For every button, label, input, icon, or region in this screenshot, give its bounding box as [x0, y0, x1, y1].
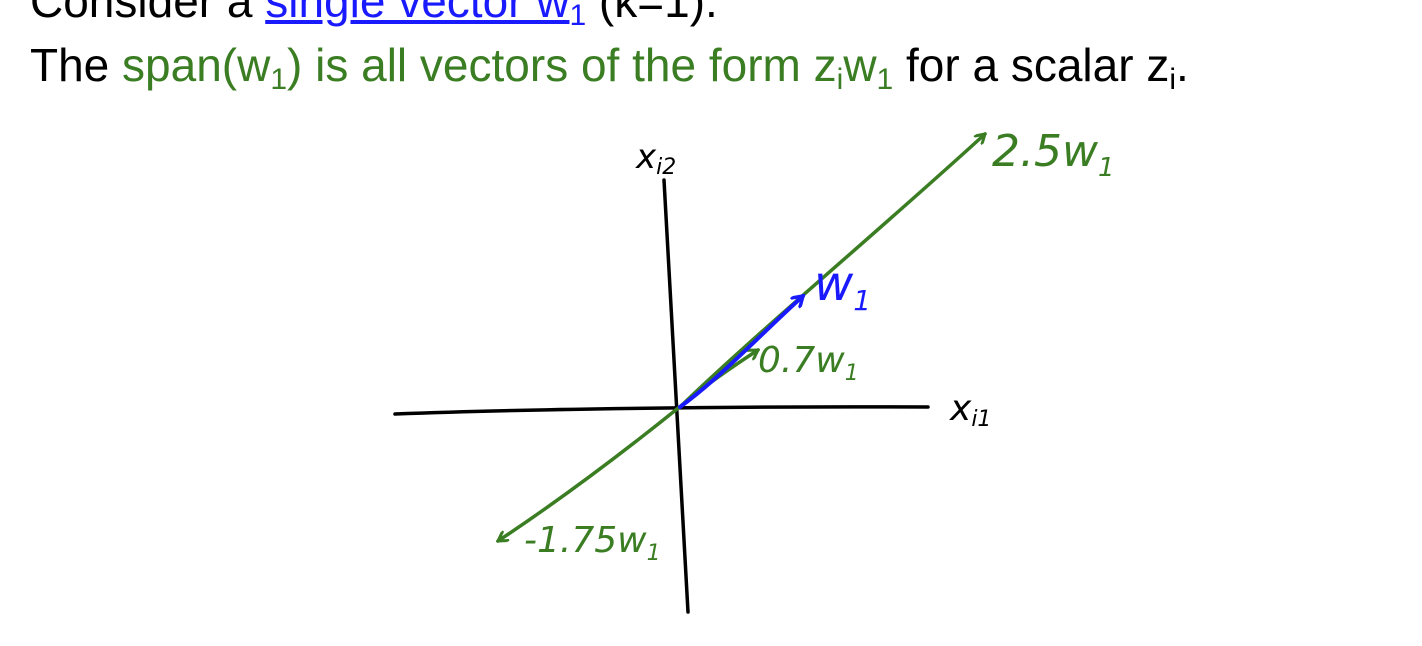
- x-axis-line: [393, 405, 930, 416]
- w1-label: w1: [814, 256, 871, 317]
- y-axis-label: xi2: [635, 137, 676, 180]
- scalar-sub: i: [1169, 63, 1176, 96]
- w-part: w: [843, 39, 877, 91]
- span-definition-line: The span(w1) is all vectors of the form …: [30, 38, 1189, 95]
- vector-phrase-sub: 1: [569, 0, 587, 32]
- def-end: .: [1176, 39, 1189, 91]
- intro-prefix: Consider a: [30, 0, 266, 27]
- zi-sub: i: [836, 63, 844, 96]
- span-line-negative: [498, 403, 684, 543]
- def-prefix: The: [30, 39, 123, 91]
- vector-phrase-link[interactable]: single vector w1: [265, 0, 586, 31]
- w1-vector: [678, 296, 803, 409]
- x-axis-label: xi1: [949, 388, 991, 432]
- span-close: ) is all vectors of the form z: [287, 39, 837, 91]
- vector-phrase-text: single vector w: [265, 0, 570, 27]
- span-open: span(w: [122, 39, 271, 91]
- span-line-positive: [680, 134, 985, 407]
- scaled-07-label: 0.7w1: [758, 340, 859, 386]
- span-phrase: span(w1) is all vectors of the form ziw1: [122, 39, 893, 95]
- w-sub: 1: [876, 63, 894, 96]
- y-axis-line: [662, 178, 690, 614]
- span-sub: 1: [270, 63, 288, 96]
- scaled-neg175-label: -1.75w1: [524, 520, 661, 566]
- intro-line: Consider a single vector w1 (k=1).: [30, 0, 718, 31]
- scaled-25-label: 2.5w1: [992, 126, 1115, 183]
- intro-suffix: (k=1).: [586, 0, 718, 27]
- def-middle: for a scalar z: [893, 39, 1170, 91]
